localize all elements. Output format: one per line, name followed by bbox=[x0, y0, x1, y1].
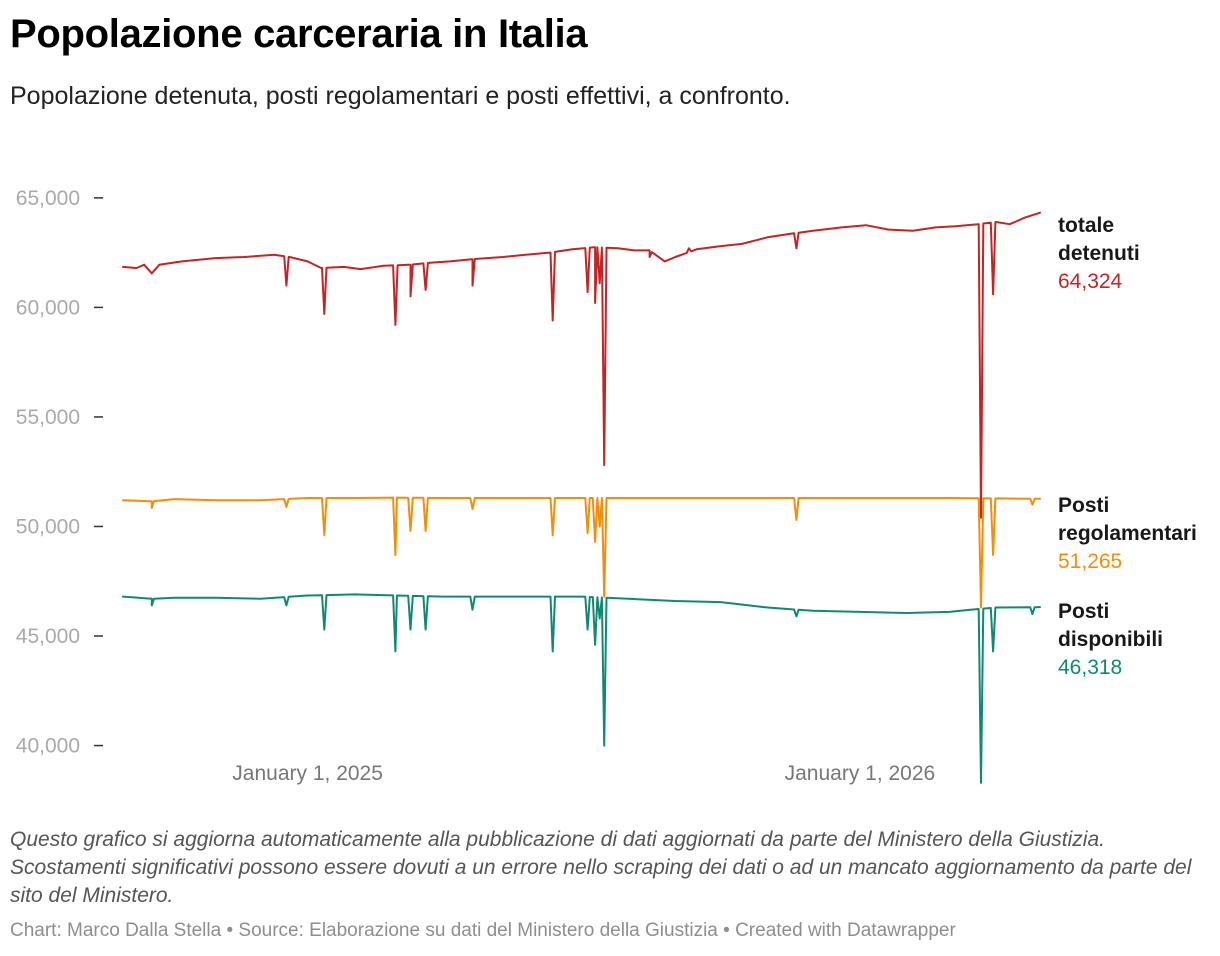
x-tick-label: January 1, 2025 bbox=[232, 762, 383, 785]
chart-notes: Questo grafico si aggiorna automaticamen… bbox=[10, 828, 1192, 907]
chart-footer: Chart: Marco Dalla Stella • Source: Elab… bbox=[10, 920, 956, 941]
series-last-value: 46,318 bbox=[1058, 656, 1122, 679]
y-tick-label: 40,000 bbox=[16, 735, 80, 758]
series-label-text: totale bbox=[1058, 214, 1114, 237]
x-tick-label: January 1, 2026 bbox=[785, 762, 936, 785]
y-tick-label: 50,000 bbox=[16, 515, 80, 538]
line-chart: 65,000 60,000 55,000 50,000 45,000 40,000 Jan… bbox=[16, 187, 1197, 785]
y-tick-label: 65,000 bbox=[16, 187, 80, 210]
series-lines bbox=[122, 211, 1041, 784]
y-axis: 65,000 60,000 55,000 50,000 45,000 40,000 bbox=[16, 187, 103, 758]
series-label-text: detenuti bbox=[1058, 242, 1140, 265]
series-line-totale-detenuti bbox=[122, 211, 1041, 519]
series-label-text: Posti bbox=[1058, 600, 1109, 623]
series-label-text: Posti bbox=[1058, 494, 1109, 517]
x-axis: January 1, 2025 January 1, 2026 bbox=[232, 762, 935, 785]
series-line-posti-regolamentari bbox=[122, 496, 1041, 609]
series-last-value: 51,265 bbox=[1058, 550, 1122, 573]
series-labels: totale detenuti 64,324 Posti regolamentari 51… bbox=[1058, 214, 1197, 679]
y-tick-label: 45,000 bbox=[16, 625, 80, 648]
y-tick-label: 60,000 bbox=[16, 296, 80, 319]
series-last-value: 64,324 bbox=[1058, 270, 1123, 293]
chart-title: Popolazione carceraria in Italia bbox=[10, 12, 588, 56]
y-tick-label: 55,000 bbox=[16, 406, 80, 429]
series-label-text: disponibili bbox=[1058, 628, 1163, 651]
chart-subtitle: Popolazione detenuta, posti regolamentar… bbox=[10, 82, 791, 110]
series-line-posti-disponibili bbox=[122, 593, 1041, 784]
series-label-text: regolamentari bbox=[1058, 522, 1197, 545]
